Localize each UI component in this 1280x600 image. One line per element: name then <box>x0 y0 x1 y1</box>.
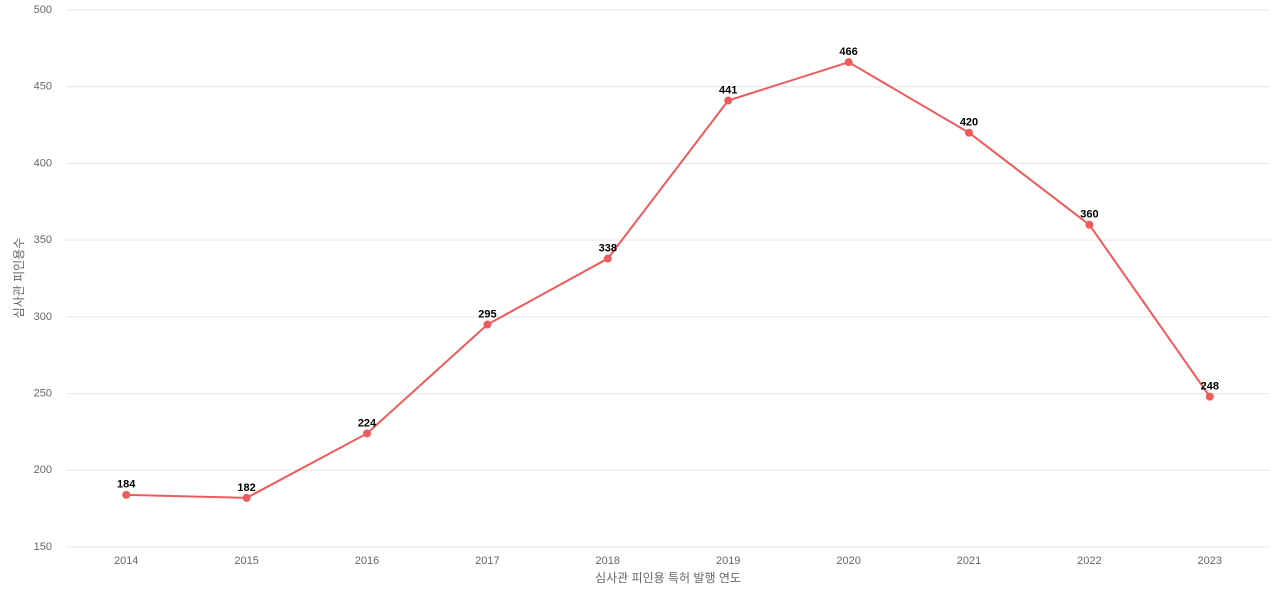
x-tick-label: 2021 <box>957 555 981 567</box>
x-tick-label: 2023 <box>1198 555 1222 567</box>
data-point <box>242 493 251 502</box>
x-tick-label: 2016 <box>355 555 379 567</box>
x-tick-label: 2017 <box>475 555 499 567</box>
data-point <box>1085 220 1094 229</box>
x-tick-label: 2014 <box>114 555 138 567</box>
data-label: 224 <box>358 417 377 429</box>
data-label: 441 <box>719 84 737 96</box>
y-tick-label: 150 <box>34 541 52 553</box>
data-label: 295 <box>478 308 496 320</box>
y-axis-label: 심사관 피인용수 <box>12 238 26 319</box>
data-point <box>965 128 973 137</box>
x-tick-label: 2020 <box>836 555 860 567</box>
data-label: 338 <box>599 242 617 254</box>
series-line <box>126 61 1211 499</box>
data-label: 420 <box>960 117 978 129</box>
data-point <box>483 320 492 329</box>
x-tick-label: 2018 <box>596 555 620 567</box>
y-tick-label: 350 <box>34 234 52 246</box>
data-point <box>603 254 612 263</box>
y-tick-label: 300 <box>34 311 52 323</box>
x-tick-label: 2019 <box>716 555 740 567</box>
data-label: 466 <box>839 46 857 58</box>
x-tick-label: 2022 <box>1077 555 1101 567</box>
data-point <box>363 429 371 438</box>
data-point <box>724 96 733 105</box>
x-tick-label: 2015 <box>234 555 258 567</box>
data-label: 182 <box>237 482 255 494</box>
y-tick-label: 450 <box>34 81 52 93</box>
data-label: 360 <box>1080 209 1098 221</box>
data-point <box>1205 392 1214 401</box>
y-tick-label: 500 <box>34 4 52 16</box>
y-tick-label: 400 <box>34 157 52 169</box>
y-tick-label: 200 <box>34 464 52 476</box>
x-axis-label: 심사관 피인용 특허 발행 연도 <box>595 570 741 585</box>
data-label: 248 <box>1201 381 1219 393</box>
data-point <box>844 58 853 67</box>
data-label: 184 <box>117 479 136 491</box>
data-point <box>122 490 131 499</box>
y-tick-label: 250 <box>34 387 52 399</box>
